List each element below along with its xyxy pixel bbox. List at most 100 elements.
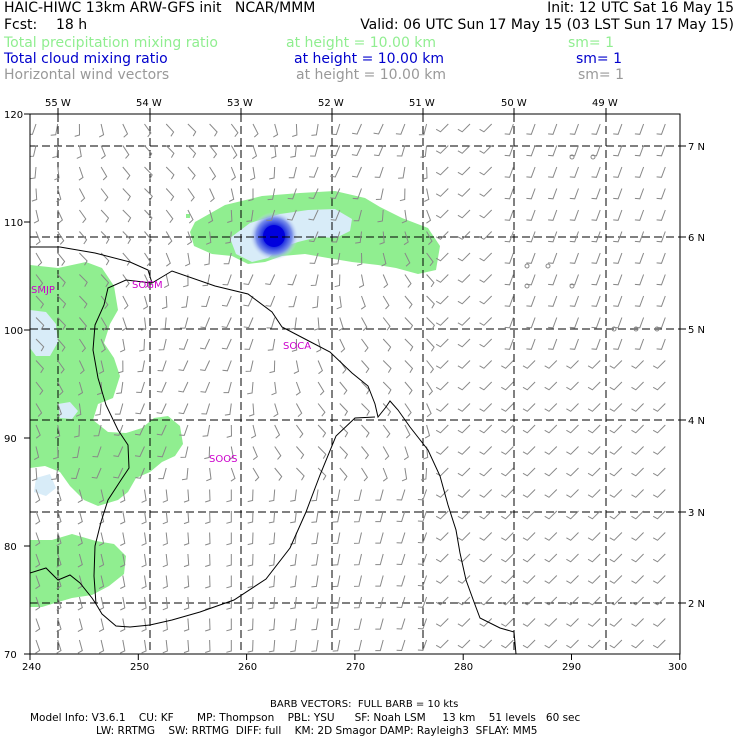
wind-barb (566, 467, 579, 477)
wind-barb (544, 489, 558, 498)
wind-barb (587, 489, 601, 498)
wind-barb (373, 145, 384, 157)
calm-wind-markers (524, 154, 660, 332)
wind-barb (569, 274, 579, 286)
wind-barb (205, 553, 211, 567)
wind-barb (187, 188, 195, 202)
wind-barb (613, 274, 623, 286)
wind-barb (205, 532, 211, 546)
wind-barb (382, 338, 392, 352)
wind-barb (479, 209, 493, 219)
wind-barb (248, 188, 254, 202)
wind-barb (179, 424, 189, 436)
wind-barb (252, 467, 260, 482)
wind-barb (202, 424, 211, 437)
wind-barb (52, 446, 59, 460)
map-frame (29, 113, 681, 655)
wind-barb (591, 123, 601, 135)
precip-area (30, 191, 440, 607)
wind-barb (141, 510, 147, 525)
wind-barb (631, 575, 644, 584)
wind-barb (375, 553, 384, 566)
wind-barb (56, 188, 62, 203)
wind-barb (609, 403, 623, 412)
wind-barb (522, 467, 536, 477)
wind-barb (290, 575, 297, 588)
wind-barb (457, 424, 471, 434)
wind-barb (420, 145, 428, 158)
wind-barb (426, 274, 435, 288)
wind-barb (141, 532, 147, 546)
wind-barb (435, 145, 449, 154)
wind-barb (292, 123, 298, 137)
wind-barb (183, 639, 190, 654)
wind-barb (308, 231, 319, 243)
wind-barb (382, 274, 389, 289)
wind-barb (352, 166, 362, 178)
wind-barb (634, 145, 645, 157)
wind-barb (35, 596, 41, 611)
wind-barb (205, 618, 211, 632)
wind-barb (187, 166, 196, 180)
wind-barb (566, 381, 579, 391)
wind-barb (226, 532, 232, 546)
wind-barb (457, 446, 471, 455)
wind-barb (548, 338, 558, 350)
wind-barb (247, 618, 254, 632)
coastline (30, 246, 517, 654)
wind-barb (634, 317, 645, 329)
wind-barb (332, 596, 341, 609)
wind-barb (156, 403, 167, 415)
wind-barb (290, 553, 297, 567)
wind-barb (435, 231, 449, 240)
wind-barb (566, 424, 579, 434)
wind-barb (522, 532, 536, 541)
longitude-label: 50 W (501, 98, 527, 109)
wind-barb (501, 489, 514, 498)
wind-barb (435, 618, 449, 627)
wind-barb (404, 403, 412, 417)
wind-barb (295, 424, 304, 439)
wind-barb (457, 381, 471, 391)
forecast-hour: 18 h (56, 17, 88, 33)
wind-barb (162, 618, 168, 632)
wind-barb (526, 123, 536, 135)
wind-barb (314, 317, 320, 331)
wind-barb (634, 274, 645, 286)
y-tick-label: 80 (4, 542, 17, 553)
wind-barb (544, 424, 558, 434)
wind-barb (426, 338, 435, 352)
wind-barb (56, 532, 62, 547)
wind-barb (222, 274, 232, 286)
wind-barb (274, 446, 282, 460)
wind-barb (250, 166, 256, 181)
wind-barb (652, 596, 666, 606)
wind-barb (351, 145, 362, 157)
wind-barb (56, 596, 62, 611)
wind-barb (479, 575, 493, 584)
wind-barb (587, 467, 601, 477)
wind-barb (501, 360, 514, 369)
wind-barb (457, 575, 471, 584)
wind-barb (360, 295, 366, 310)
wind-barb (247, 510, 254, 524)
wind-barb (183, 532, 190, 546)
wind-barb (401, 467, 408, 482)
wind-barb (403, 446, 409, 461)
wind-barb (353, 639, 362, 652)
wind-barb (230, 467, 236, 482)
wind-barb (187, 145, 197, 158)
field-name-cloud: Total cloud mixing ratio (4, 51, 168, 67)
wind-barb (435, 575, 449, 584)
wind-barb (226, 554, 232, 567)
wind-barb (457, 403, 471, 412)
wind-barb (613, 338, 623, 350)
wind-barb (246, 209, 254, 222)
wind-barb (290, 532, 297, 545)
wind-barb (526, 145, 536, 157)
wind-barb (396, 618, 406, 630)
wind-barb (435, 510, 449, 520)
wind-barb (355, 231, 362, 244)
wind-barb (652, 446, 666, 455)
